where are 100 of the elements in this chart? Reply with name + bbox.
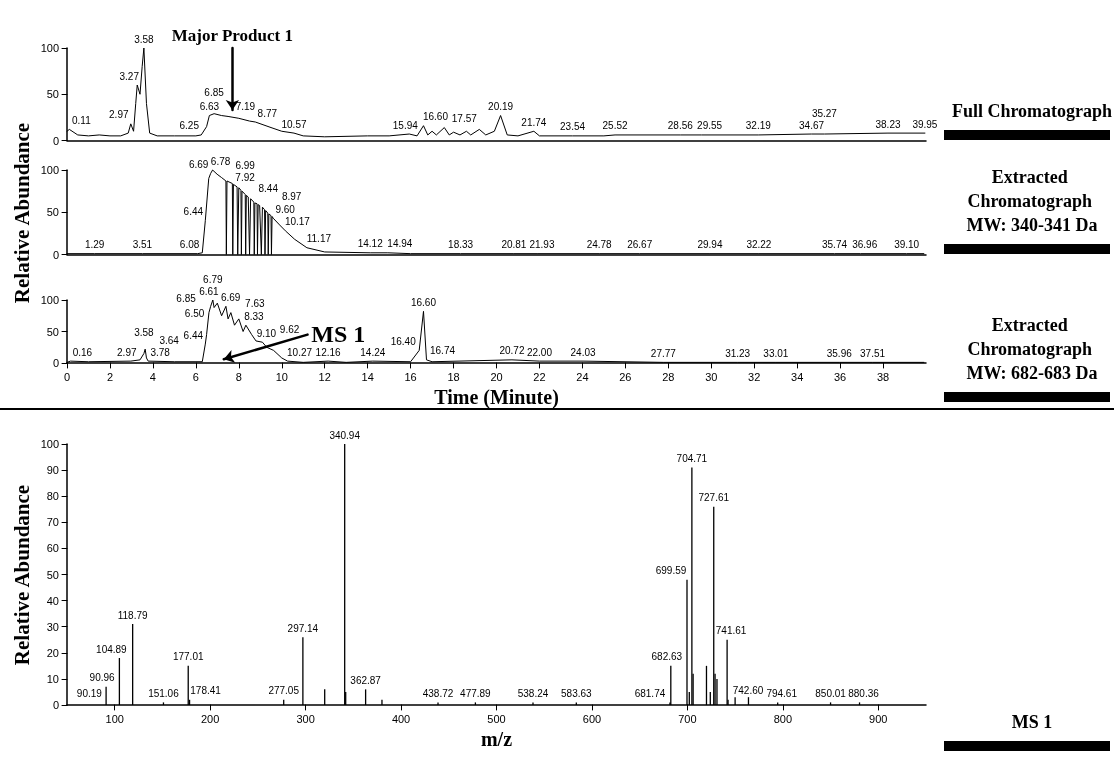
annotation: 24.03 [570, 346, 596, 358]
x-axis-title: Time (Minute) [434, 386, 559, 409]
annotation: 39.95 [912, 118, 938, 130]
annotation: 35.96 [826, 347, 853, 359]
annotation: 3.58 [134, 327, 155, 339]
annotation: 538.24 [517, 687, 549, 699]
annotation: 35.74 [822, 239, 848, 251]
x-tick-label: 16 [404, 370, 417, 383]
annotation: 21.93 [529, 239, 555, 251]
annotation: 850.01 [815, 687, 847, 699]
annotation: 6.25 [179, 120, 200, 132]
annotation: 6.85 [204, 87, 225, 99]
x-tick-label: 4 [149, 370, 156, 383]
annotation: 6.69 [220, 291, 241, 303]
x-tick-label: 12 [318, 370, 331, 383]
y-tick-label: 90 [46, 464, 59, 477]
annotation: 20.19 [488, 101, 514, 113]
annotation: 37.51 [860, 347, 886, 359]
x-tick-label: 30 [705, 370, 718, 383]
y-tick-label: 0 [52, 699, 59, 711]
annotation: 6.61 [199, 286, 220, 298]
annotation: 14.24 [360, 346, 386, 358]
annotation: 34.67 [799, 119, 825, 131]
y-tick-label: 30 [46, 620, 59, 633]
annotation: 20.81 [501, 239, 527, 251]
annotation: 10.57 [281, 118, 307, 130]
annotation: 21.74 [521, 116, 547, 128]
x-tick-label: 32 [748, 370, 761, 383]
annotation: 6.79 [203, 273, 223, 285]
annotation: 177.01 [172, 651, 204, 663]
y-tick-label: 20 [46, 646, 59, 659]
annotation: 8.33 [244, 310, 265, 322]
annotation: 29.55 [697, 120, 723, 132]
x-tick-label: 0 [63, 370, 71, 383]
annotation: 22.00 [526, 346, 553, 358]
annotation: 90.19 [76, 687, 103, 699]
annotation: 880.36 [848, 687, 880, 699]
x-tick-label: 600 [582, 712, 602, 725]
y-tick-label: 100 [40, 42, 59, 54]
annotation: 23.54 [560, 121, 586, 133]
annotation: 3.58 [134, 33, 155, 45]
annotation: 33.01 [763, 347, 789, 359]
y-tick-label: 40 [46, 594, 59, 607]
annotation: 14.94 [387, 238, 413, 250]
y-tick-label: 50 [46, 568, 59, 581]
annotation: 8.77 [257, 107, 278, 119]
annotation: 8.97 [281, 190, 302, 202]
x-tick-label: 20 [490, 370, 503, 383]
x-tick-label: 800 [773, 712, 793, 725]
x-tick-label: 26 [619, 370, 632, 383]
x-tick-label: 100 [105, 712, 124, 725]
y-tick-label: 50 [46, 325, 59, 338]
x-tick-label: 22 [533, 370, 546, 383]
y-axis-title: Relative Abundance [9, 484, 35, 665]
annotation: 11.17 [306, 233, 332, 245]
y-tick-label: 100 [40, 294, 59, 306]
y-tick-label: 70 [46, 516, 59, 529]
annotation: 6.08 [179, 239, 200, 251]
annotation: 24.78 [586, 239, 613, 251]
annotation: 6.85 [176, 293, 197, 305]
x-tick-label: 34 [791, 370, 804, 383]
x-tick-label: 18 [447, 370, 460, 383]
annotation: 151.06 [148, 687, 180, 699]
annotation: 699.59 [655, 565, 687, 577]
annotation: 2.97 [109, 109, 129, 121]
annotation: 104.89 [96, 643, 128, 655]
y-tick-label: 50 [46, 206, 59, 219]
x-tick-label: 200 [200, 712, 220, 725]
annotation: 7.19 [235, 101, 256, 113]
annotation: 297.14 [287, 622, 319, 634]
y-tick-label: 100 [40, 164, 59, 176]
x-tick-label: 900 [869, 712, 888, 725]
annotation: 36.96 [852, 239, 878, 251]
text: Major Product 1 [171, 26, 293, 45]
text: Full Chromatograph [951, 101, 1113, 121]
annotation: 16.74 [429, 345, 456, 357]
annotation: 682.63 [651, 651, 683, 663]
y-tick-label: 50 [46, 88, 59, 101]
annotation: 3.64 [159, 334, 180, 346]
annotation: 6.63 [199, 101, 220, 113]
x-tick-label: 500 [487, 712, 506, 725]
y-tick-label: 0 [52, 134, 59, 147]
annotation: 704.71 [676, 452, 708, 464]
x-tick-label: 8 [235, 370, 242, 383]
x-axis-title: m/z [480, 728, 513, 750]
annotation: 6.50 [184, 308, 205, 320]
annotation: 39.10 [894, 239, 920, 251]
annotation: 794.61 [766, 687, 798, 699]
annotation: 6.99 [235, 159, 256, 171]
x-tick-label: 400 [391, 712, 411, 725]
x-tick-label: 28 [662, 370, 675, 383]
annotation: 8.44 [258, 182, 279, 194]
annotation: 6.69 [188, 158, 209, 170]
x-tick-label: 36 [833, 370, 847, 383]
annotation: 583.63 [561, 687, 593, 699]
text: Extracted Chromatograph MW: 682-683 Da [966, 315, 1098, 383]
annotation: MS 1 [311, 320, 366, 347]
annotation: 16.60 [422, 111, 449, 123]
x-tick-label: 700 [678, 712, 697, 725]
annotation: 20.72 [499, 345, 525, 357]
